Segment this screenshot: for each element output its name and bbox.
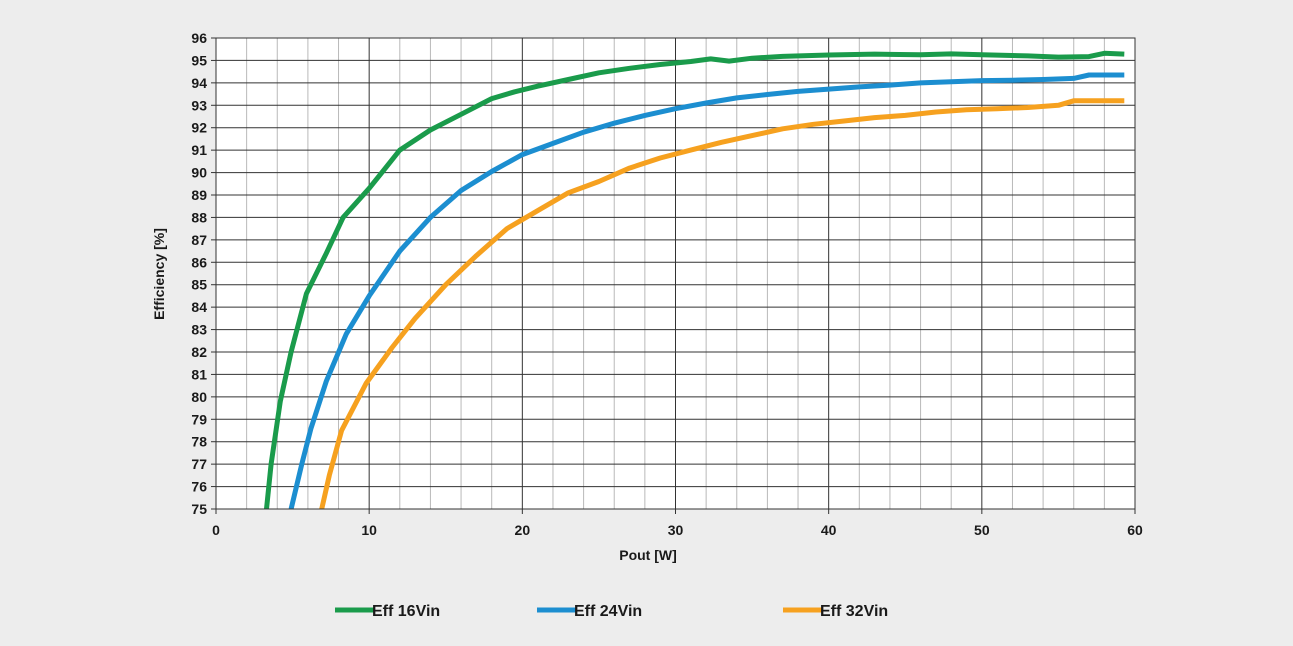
y-tick-label: 78 bbox=[191, 434, 207, 450]
y-tick-label: 93 bbox=[191, 97, 207, 113]
x-tick-label: 30 bbox=[668, 522, 684, 538]
x-axis-ticks: 0 10 20 30 40 50 60 bbox=[212, 509, 1143, 538]
x-tick-label: 20 bbox=[515, 522, 531, 538]
y-tick-label: 85 bbox=[191, 277, 207, 293]
legend-item-1: Eff 16Vin bbox=[335, 603, 440, 620]
y-tick-label: 96 bbox=[191, 30, 207, 46]
y-tick-label: 94 bbox=[191, 75, 207, 91]
y-tick-label: 80 bbox=[191, 389, 207, 405]
grid bbox=[216, 38, 1135, 509]
x-tick-label: 60 bbox=[1127, 522, 1143, 538]
y-axis-label: Efficiency [%] bbox=[151, 228, 167, 320]
y-tick-label: 79 bbox=[191, 411, 207, 427]
y-tick-label: 86 bbox=[191, 254, 207, 270]
y-axis-ticks: 75 76 77 78 79 80 81 82 83 84 85 86 87 88 89 90 91 92 93 94… bbox=[191, 30, 216, 517]
y-tick-label: 95 bbox=[191, 52, 207, 68]
series-line-2 bbox=[288, 72, 1125, 510]
y-tick-label: 88 bbox=[191, 209, 207, 225]
legend-label: Eff 32Vin bbox=[820, 603, 888, 620]
legend-label: Eff 16Vin bbox=[372, 603, 440, 620]
y-tick-label: 87 bbox=[191, 232, 207, 248]
legend-label: Eff 24Vin bbox=[574, 603, 642, 620]
y-tick-label: 83 bbox=[191, 322, 207, 338]
legend: Eff 16Vin Eff 24Vin Eff 32Vin bbox=[335, 603, 888, 620]
y-tick-label: 76 bbox=[191, 479, 207, 495]
y-tick-label: 92 bbox=[191, 120, 207, 136]
y-tick-label: 75 bbox=[191, 501, 207, 517]
y-tick-label: 91 bbox=[191, 142, 207, 158]
y-tick-label: 77 bbox=[191, 456, 207, 472]
x-axis-label: Pout [W] bbox=[619, 547, 677, 563]
legend-item-3: Eff 32Vin bbox=[783, 603, 888, 620]
x-tick-label: 0 bbox=[212, 522, 220, 538]
series-line-1 bbox=[264, 50, 1125, 510]
y-tick-label: 82 bbox=[191, 344, 207, 360]
x-tick-label: 40 bbox=[821, 522, 837, 538]
x-tick-label: 50 bbox=[974, 522, 990, 538]
series-lines bbox=[264, 50, 1125, 510]
legend-item-2: Eff 24Vin bbox=[537, 603, 642, 620]
y-tick-label: 81 bbox=[191, 366, 207, 382]
y-tick-label: 90 bbox=[191, 165, 207, 181]
x-tick-label: 10 bbox=[361, 522, 377, 538]
y-tick-label: 84 bbox=[191, 299, 207, 315]
series-line-3 bbox=[319, 98, 1125, 510]
y-tick-label: 89 bbox=[191, 187, 207, 203]
